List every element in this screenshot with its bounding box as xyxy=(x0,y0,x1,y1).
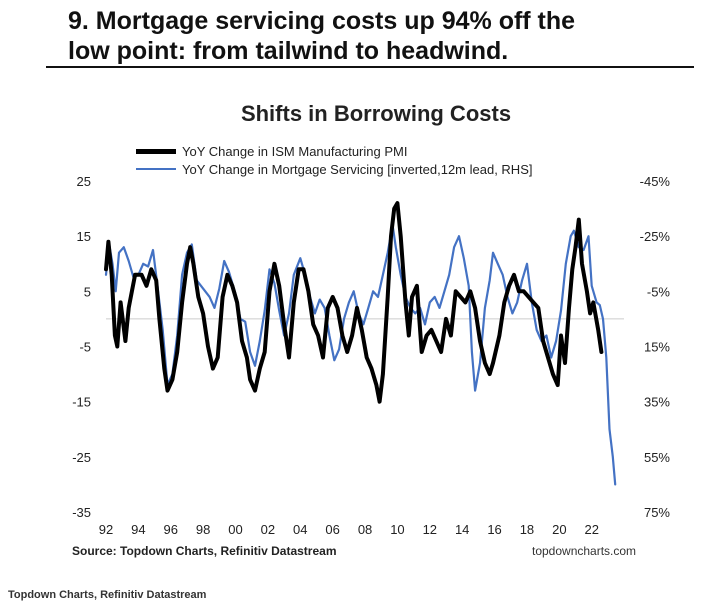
y-right-tick-label: 55% xyxy=(644,450,670,465)
x-tick-label: 18 xyxy=(520,522,534,537)
slide-title-line-2: low point: from tailwind to headwind. xyxy=(68,37,509,65)
y-right-tick-label: -5% xyxy=(647,284,671,299)
y-right-tick-label: 15% xyxy=(644,340,670,355)
chart-title: Shifts in Borrowing Costs xyxy=(240,101,512,126)
x-tick-label: 98 xyxy=(196,522,210,537)
x-tick-label: 12 xyxy=(423,522,437,537)
y-left-tick-label: 25 xyxy=(77,174,91,189)
x-tick-label: 20 xyxy=(552,522,566,537)
brand-watermark: topdowncharts.com xyxy=(532,544,637,558)
legend-swatch-pmi xyxy=(136,148,176,154)
series-line-mortgage-servicing xyxy=(104,224,617,486)
title-rule xyxy=(46,66,694,68)
series-line-ism-pmi xyxy=(104,201,604,404)
y-left-tick-label: 15 xyxy=(77,229,91,244)
y-right-tick-label: 35% xyxy=(644,395,670,410)
y-left-tick-label: -35 xyxy=(72,505,91,520)
x-tick-label: 94 xyxy=(131,522,145,537)
x-tick-label: 04 xyxy=(293,522,307,537)
image-caption: Topdown Charts, Refinitiv Datastream xyxy=(8,589,207,601)
x-tick-label: 14 xyxy=(455,522,469,537)
x-tick-label: 10 xyxy=(390,522,404,537)
x-tick-label: 00 xyxy=(228,522,242,537)
x-tick-label: 92 xyxy=(99,522,113,537)
x-tick-label: 22 xyxy=(584,522,598,537)
x-tick-label: 16 xyxy=(487,522,501,537)
x-tick-label: 02 xyxy=(261,522,275,537)
legend-label-mortgage: YoY Change in Mortgage Servicing [invert… xyxy=(182,161,533,177)
y-right-tick-label: 75% xyxy=(644,505,670,520)
y-right-tick-label: -25% xyxy=(640,229,671,244)
chart-legend: YoY Change in ISM Manufacturing PMI YoY … xyxy=(136,142,532,178)
slide-title-line-1: 9. Mortgage servicing costs up 94% off t… xyxy=(68,7,576,35)
y-left-tick-label: 5 xyxy=(84,284,91,299)
legend-label-pmi: YoY Change in ISM Manufacturing PMI xyxy=(182,143,408,159)
legend-swatch-mortgage xyxy=(136,168,176,170)
legend-entry-mortgage: YoY Change in Mortgage Servicing [invert… xyxy=(136,160,532,178)
x-tick-label: 06 xyxy=(325,522,339,537)
x-tick-label: 08 xyxy=(358,522,372,537)
x-tick-label: 96 xyxy=(164,522,178,537)
slide-title: 9. Mortgage servicing costs up 94% off t… xyxy=(68,6,694,66)
y-right-tick-label: -45% xyxy=(640,174,671,189)
legend-entry-pmi: YoY Change in ISM Manufacturing PMI xyxy=(136,142,532,160)
y-left-tick-label: -5 xyxy=(79,340,91,355)
y-left-tick-label: -25 xyxy=(72,450,91,465)
source-note: Source: Topdown Charts, Refinitiv Datast… xyxy=(72,544,337,558)
y-left-tick-label: -15 xyxy=(72,395,91,410)
